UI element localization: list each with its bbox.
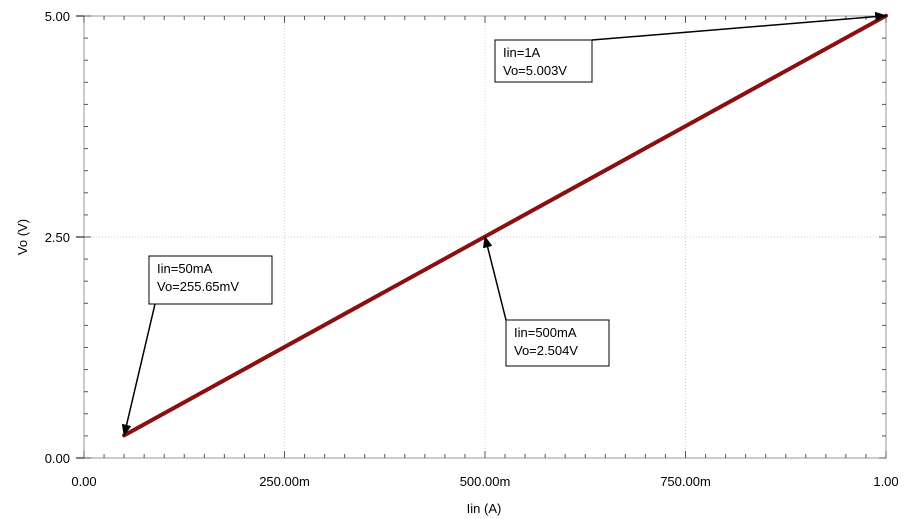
annotations: Iin=1AVo=5.003VIin=50mAVo=255.65mVIin=50… [121, 11, 888, 437]
x-axis-title: Iin (A) [467, 501, 502, 516]
annotation-text-2-0: Iin=500mA [514, 325, 577, 340]
axes: 0.00 250.00m 500.00m 750.00m 1.00 0.00 2.50 5.0… [45, 9, 899, 489]
annotation-text-2-1: Vo=2.504V [514, 343, 578, 358]
y-axis-title: Vo (V) [15, 219, 30, 255]
annotation-box-0 [494, 39, 593, 83]
annotation-0: Iin=1A Vo=5.003V [494, 11, 888, 83]
annotation-arrow-1 [121, 303, 156, 437]
annotation-text-0-0: Iin=1A [503, 45, 541, 60]
y-tick-label-0: 0.00 [45, 451, 70, 466]
annotation-text-1-1: Vo=255.65mV [157, 279, 239, 294]
x-tick-label-0: 0.00 [71, 474, 96, 489]
x-tick-label-3: 750.00m [660, 474, 711, 489]
series-line-0 [122, 13, 888, 438]
annotation-1: Iin=50mA Vo=255.65mV [121, 255, 273, 437]
annotation-text-1-0: Iin=50mA [157, 261, 213, 276]
series [122, 13, 888, 438]
x-tick-label-2: 500.00m [460, 474, 511, 489]
annotation-arrow-2 [482, 235, 507, 321]
x-tick-label-1: 250.00m [259, 474, 310, 489]
y-tick-label-2: 5.00 [45, 9, 70, 24]
annotation-box-2 [505, 319, 610, 367]
annotation-box-1 [148, 255, 273, 305]
annotation-arrow-0 [591, 11, 888, 41]
annotation-2: Iin=500mA Vo=2.504V [482, 235, 610, 367]
y-tick-label-1: 2.50 [45, 230, 70, 245]
x-tick-label-4: 1.00 [873, 474, 898, 489]
annotation-text-0-1: Vo=5.003V [503, 63, 567, 78]
